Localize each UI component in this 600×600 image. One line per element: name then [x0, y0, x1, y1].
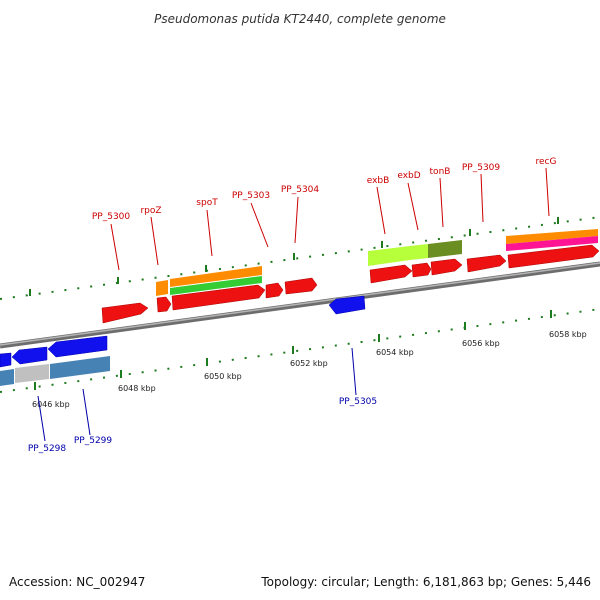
gene-label-rpoz[interactable]: rpoZ — [140, 206, 161, 216]
gene-label-spot[interactable]: spoT — [196, 198, 218, 208]
gene-label-pp5304[interactable]: PP_5304 — [281, 185, 320, 195]
gene-pp5304[interactable] — [284, 277, 318, 295]
genome-title: Pseudomonas putida KT2440, complete geno… — [154, 12, 446, 26]
major-ticks — [29, 217, 559, 390]
feature-steelblue[interactable] — [50, 356, 110, 379]
reverse-gene-features — [0, 295, 366, 368]
feature-exbd-lightgreen[interactable] — [410, 244, 428, 260]
ruler-label: 6056 kbp — [462, 339, 500, 348]
forward-label-leaders — [110, 167, 550, 271]
feature-spot-orange[interactable] — [170, 266, 262, 287]
feature-recg-pink[interactable] — [506, 236, 598, 251]
feature-rpoz-orange[interactable] — [156, 280, 168, 296]
leader-pp5304 — [294, 196, 299, 244]
gene-label-tonb[interactable]: tonB — [430, 167, 451, 177]
reverse-annotation-features — [0, 356, 110, 386]
gene-label-exbd[interactable]: exbD — [397, 171, 420, 181]
ruler-label: 6052 kbp — [290, 359, 328, 368]
ruler-label: 6058 kbp — [549, 330, 587, 339]
gene-tonb[interactable] — [430, 258, 463, 276]
genome-backbone-highlight — [0, 262, 600, 346]
forward-gene-features — [101, 244, 600, 324]
leader-recg — [545, 167, 550, 217]
gene-label-pp5305[interactable]: PP_5305 — [339, 397, 377, 407]
gene-label-pp5309[interactable]: PP_5309 — [462, 163, 501, 173]
feature-silver[interactable] — [15, 364, 49, 383]
gene-exbb[interactable] — [369, 264, 413, 284]
gene-label-pp5299[interactable]: PP_5299 — [74, 436, 113, 446]
ruler-label: 6046 kbp — [32, 400, 70, 409]
leader-pp5300 — [110, 223, 120, 271]
gene-recg[interactable] — [507, 244, 600, 269]
gene-pp5299[interactable] — [47, 335, 108, 358]
gene-label-exbb[interactable]: exbB — [367, 176, 390, 186]
ruler-label: 6048 kbp — [118, 384, 156, 393]
leader-spot — [206, 209, 213, 257]
feature-exbb-lightgreen[interactable] — [368, 246, 410, 266]
accession-text: Accession: NC_002947 — [9, 575, 145, 589]
leader-tonb — [439, 177, 444, 228]
gene-rpoz[interactable] — [156, 296, 172, 313]
gene-exbd[interactable] — [411, 262, 432, 278]
ruler-label: 6050 kbp — [204, 372, 242, 381]
feature-tonb-olive[interactable] — [428, 240, 462, 258]
gene-label-pp5303[interactable]: PP_5303 — [232, 191, 270, 201]
gene-label-pp5298[interactable]: PP_5298 — [28, 444, 67, 454]
feature-spot-green[interactable] — [170, 276, 262, 295]
leader-exbd — [407, 182, 419, 231]
genome-summary-text: Topology: circular; Length: 6,181,863 bp… — [260, 575, 591, 589]
gene-pp5303[interactable] — [265, 282, 284, 299]
gene-pp5309[interactable] — [466, 254, 507, 273]
leader-pp5298 — [37, 395, 46, 442]
leader-pp5299 — [82, 388, 91, 436]
feature-steelblue-left[interactable] — [0, 369, 14, 386]
reverse-label-leaders — [37, 347, 357, 442]
leader-rpoz — [150, 216, 159, 266]
leader-pp5303 — [250, 202, 269, 248]
gene-label-pp5300[interactable]: PP_5300 — [92, 212, 131, 222]
genome-backbone — [0, 261, 600, 349]
gene-pp5298[interactable] — [11, 346, 48, 365]
gene-label-recg[interactable]: recG — [536, 157, 557, 167]
leader-exbb — [376, 186, 386, 235]
gene-pp5305[interactable] — [328, 295, 366, 315]
gene-pp5300[interactable] — [101, 302, 149, 324]
leader-pp5309 — [480, 173, 484, 223]
gene-spot[interactable] — [171, 284, 266, 311]
feature-recg-orange[interactable] — [506, 229, 598, 244]
forward-annotation-features — [156, 229, 598, 296]
leader-pp5305 — [351, 347, 357, 396]
ruler-label: 6054 kbp — [376, 348, 414, 357]
gene-pp5298-left[interactable] — [0, 352, 12, 368]
